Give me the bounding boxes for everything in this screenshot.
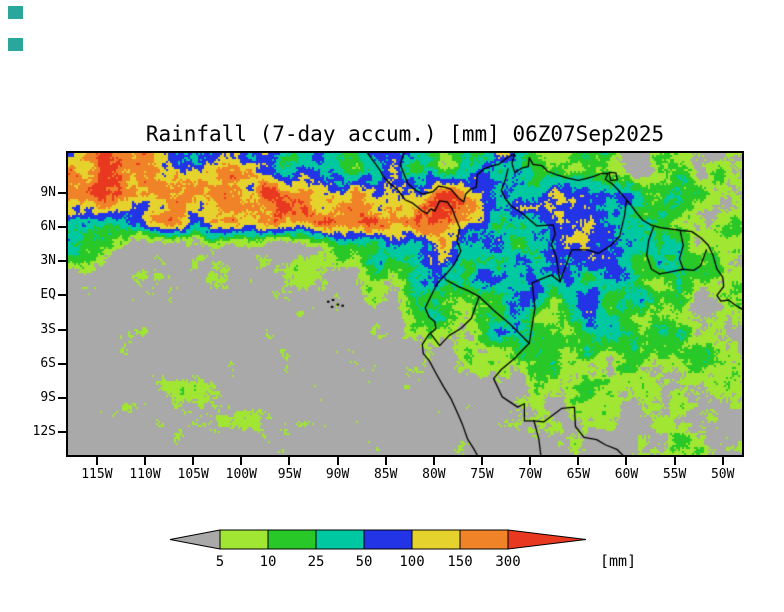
x-axis-tick-label: 90W	[325, 467, 350, 482]
y-axis-tick-label: 3N	[40, 253, 56, 269]
legend-band	[267, 529, 317, 550]
x-axis-tick-label: 95W	[277, 467, 302, 482]
legend-tick-label: 300	[495, 554, 520, 570]
x-axis-tick-mark	[577, 457, 580, 465]
x-axis-tick-mark	[721, 457, 724, 465]
x-axis-tick-label: 100W	[225, 467, 257, 482]
x-axis-tick-mark	[288, 457, 291, 465]
x-axis-tick-label: 75W	[470, 467, 494, 482]
legend-arrow-above-max	[507, 529, 587, 550]
legend-band	[315, 529, 365, 550]
legend-tick-label: 25	[308, 554, 325, 570]
y-axis-tick-label: 3S	[40, 321, 56, 337]
map-title: Rainfall (7-day accum.) [mm] 06Z07Sep202…	[145, 122, 665, 146]
legend-tick-label: 50	[356, 554, 373, 570]
x-axis-tick-label: 85W	[373, 467, 398, 482]
x-axis-tick-mark	[336, 457, 339, 465]
y-axis-tick-label: 12S	[32, 424, 56, 440]
x-axis-tick-mark	[625, 457, 628, 465]
legend-tick-label: 100	[399, 554, 424, 570]
x-axis-tick-mark	[481, 457, 484, 465]
x-axis-tick-label: 70W	[518, 467, 542, 482]
y-axis-tick-label: 6S	[40, 355, 56, 371]
y-axis-tick-mark	[58, 260, 66, 263]
x-axis-tick-mark	[384, 457, 387, 465]
y-axis-tick-label: EQ	[40, 287, 56, 303]
x-axis-tick-mark	[95, 457, 98, 465]
map-plot-frame	[66, 151, 744, 457]
x-axis-tick-label: 65W	[566, 467, 591, 482]
x-axis-tick-label: 50W	[710, 467, 735, 482]
x-axis-tick-mark	[192, 457, 195, 465]
y-axis-tick-label: 9S	[40, 390, 56, 406]
x-axis-tick-label: 80W	[422, 467, 446, 482]
rainfall-raster-canvas	[68, 153, 742, 455]
x-axis-tick-mark	[240, 457, 243, 465]
x-axis-tick-mark	[432, 457, 435, 465]
legend-colorbar: 5 10 25 50 100 150 300 [mm]	[169, 529, 636, 570]
y-axis-tick-mark	[58, 431, 66, 434]
y-axis-tick-mark	[58, 226, 66, 229]
x-axis-tick-mark	[144, 457, 147, 465]
x-axis-tick-label: 60W	[614, 467, 639, 482]
y-axis-tick-mark	[58, 397, 66, 400]
y-axis-tick-mark	[58, 294, 66, 297]
y-axis-tick-mark	[58, 328, 66, 331]
screen-artifact-1	[8, 6, 23, 19]
y-axis-tick-mark	[58, 362, 66, 365]
x-axis-tick-mark	[673, 457, 676, 465]
screen-artifact-2	[8, 38, 23, 51]
legend-band	[411, 529, 461, 550]
y-axis-tick-label: 6N	[40, 219, 56, 235]
legend-tick-label: 5	[216, 554, 224, 570]
legend-unit-label: [mm]	[600, 552, 636, 570]
x-axis-tick-label: 105W	[177, 467, 209, 482]
y-axis-tick-mark	[58, 191, 66, 194]
legend-tick-label: 10	[260, 554, 277, 570]
x-axis-tick-mark	[529, 457, 532, 465]
x-axis-tick-label: 55W	[662, 467, 687, 482]
y-axis-tick-label: 9N	[40, 184, 56, 200]
legend-band	[219, 529, 269, 550]
legend-band	[459, 529, 509, 550]
legend-arrow-below-min	[169, 529, 221, 550]
x-axis-tick-label: 115W	[81, 467, 113, 482]
legend-band	[363, 529, 413, 550]
legend-tick-label: 150	[447, 554, 472, 570]
x-axis-tick-label: 110W	[129, 467, 161, 482]
